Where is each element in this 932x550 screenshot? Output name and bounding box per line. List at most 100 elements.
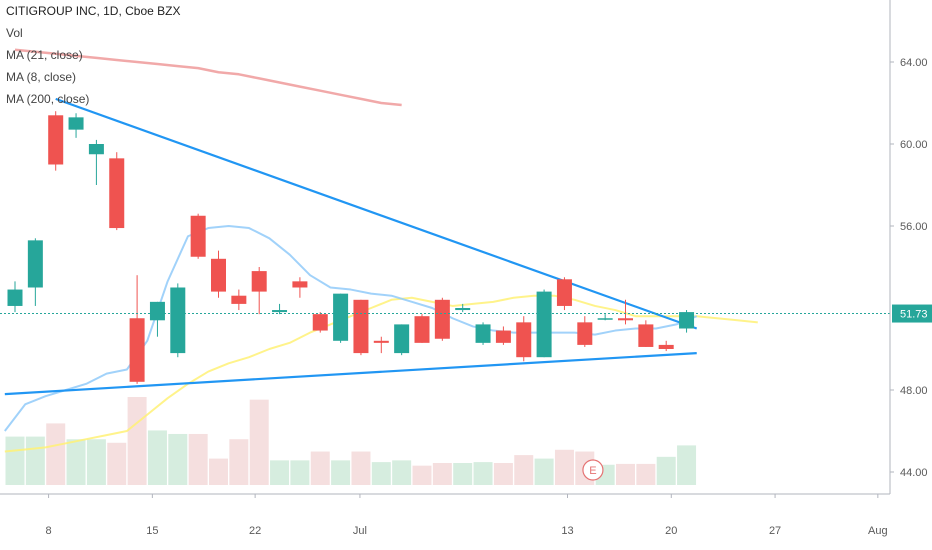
volume-bar xyxy=(46,423,66,485)
volume-bar xyxy=(86,439,106,485)
candle-body xyxy=(27,240,43,288)
candle-body xyxy=(679,312,695,329)
volume-bar xyxy=(270,460,290,485)
candle-body xyxy=(556,279,572,306)
candle-body xyxy=(516,322,532,358)
candle-body xyxy=(231,295,247,304)
candle-body xyxy=(68,117,84,130)
y-tick-label: 60.00 xyxy=(900,139,928,151)
volume-bar xyxy=(453,463,473,485)
last-price-box xyxy=(892,304,932,323)
earnings-marker-label: E xyxy=(589,465,596,477)
volume-bar xyxy=(677,445,697,485)
volume-bars xyxy=(5,397,697,485)
candle-body xyxy=(536,291,552,358)
candle-body xyxy=(597,318,613,320)
x-tick-label: 15 xyxy=(146,525,158,537)
candle-body xyxy=(658,344,674,349)
ma8-line xyxy=(4,294,758,453)
volume-bar xyxy=(534,458,554,485)
candle-body xyxy=(88,144,104,155)
volume-bar xyxy=(168,433,188,485)
volume-bar xyxy=(351,451,371,485)
moving-averages xyxy=(4,48,758,453)
candle-body xyxy=(333,293,349,341)
candle-body xyxy=(7,289,23,306)
volume-bar xyxy=(412,465,432,485)
candle-body xyxy=(638,324,654,347)
volume-bar xyxy=(310,451,330,485)
ma200-line xyxy=(14,48,402,107)
x-tick-label: Jul xyxy=(353,525,367,537)
symbol-title[interactable]: CITIGROUP INC, 1D, Cboe BZX xyxy=(6,4,181,18)
trendline-1 xyxy=(4,352,697,396)
volume-bar xyxy=(616,463,635,485)
legend-ma21[interactable]: MA (21, close) xyxy=(6,48,83,62)
x-tick-label: Aug xyxy=(868,525,888,537)
legend-ma8[interactable]: MA (8, close) xyxy=(6,70,77,84)
volume-bar xyxy=(290,460,310,485)
volume-bar xyxy=(249,399,269,485)
y-tick-label: 64.00 xyxy=(900,57,928,69)
ma21-line xyxy=(4,225,698,432)
trendline-0 xyxy=(55,97,698,330)
candle-body xyxy=(211,258,226,292)
volume-bar xyxy=(514,455,534,485)
candle-body xyxy=(495,330,511,343)
volume-bar xyxy=(554,449,574,485)
candle-body xyxy=(353,299,369,354)
candle-body xyxy=(48,115,64,165)
candle-body xyxy=(414,316,430,343)
volume-bar xyxy=(432,463,452,485)
volume-bar xyxy=(66,439,86,485)
candle-body xyxy=(251,271,267,292)
volume-bar xyxy=(392,460,412,485)
candle-body xyxy=(129,318,145,382)
candle-body xyxy=(394,324,410,354)
last-price-label: 51.73 xyxy=(900,309,928,321)
y-tick-label: 48.00 xyxy=(900,385,928,397)
candle-body xyxy=(109,158,125,229)
volume-bar xyxy=(127,397,147,485)
y-tick-label: 44.00 xyxy=(900,467,928,479)
candle-body xyxy=(618,318,633,321)
candle-body xyxy=(170,287,186,354)
earnings-marker xyxy=(582,459,604,481)
x-tick-label: 8 xyxy=(46,525,52,537)
candle-body xyxy=(190,215,206,257)
volume-bar xyxy=(5,436,25,485)
indicator-legend: Vol MA (21, close) MA (8, close) MA (200… xyxy=(6,22,89,110)
candle-body xyxy=(577,322,593,345)
x-tick-label: 20 xyxy=(665,525,677,537)
candle-body xyxy=(455,308,471,311)
volume-bar xyxy=(636,463,656,485)
volume-bar xyxy=(107,442,127,485)
trendlines xyxy=(4,97,698,396)
volume-bar xyxy=(147,430,167,485)
volume-bar xyxy=(331,460,351,485)
x-tick-label: 13 xyxy=(561,525,573,537)
candle-body xyxy=(312,314,328,331)
legend-ma200[interactable]: MA (200, close) xyxy=(6,92,90,106)
volume-bar xyxy=(229,439,249,485)
x-tick-label: 22 xyxy=(249,525,261,537)
volume-bar xyxy=(493,463,513,485)
candle-body xyxy=(475,324,491,343)
candle-body xyxy=(149,301,165,321)
candle-body xyxy=(373,340,389,343)
volume-bar xyxy=(209,458,228,485)
volume-bar xyxy=(371,462,391,485)
candle-body xyxy=(434,299,450,339)
axes: 44.00 48.00 56.00 60.00 64.00 51.73 8 15 22 Jul 13… xyxy=(0,0,932,537)
y-tick-label: 56.00 xyxy=(900,221,928,233)
volume-bar xyxy=(656,456,676,485)
candles xyxy=(7,111,695,384)
volume-bar xyxy=(188,433,208,485)
volume-bar xyxy=(25,436,45,485)
legend-vol[interactable]: Vol xyxy=(6,26,23,40)
candle-body xyxy=(292,281,308,288)
x-tick-label: 27 xyxy=(769,525,781,537)
overlays: E xyxy=(0,313,890,481)
